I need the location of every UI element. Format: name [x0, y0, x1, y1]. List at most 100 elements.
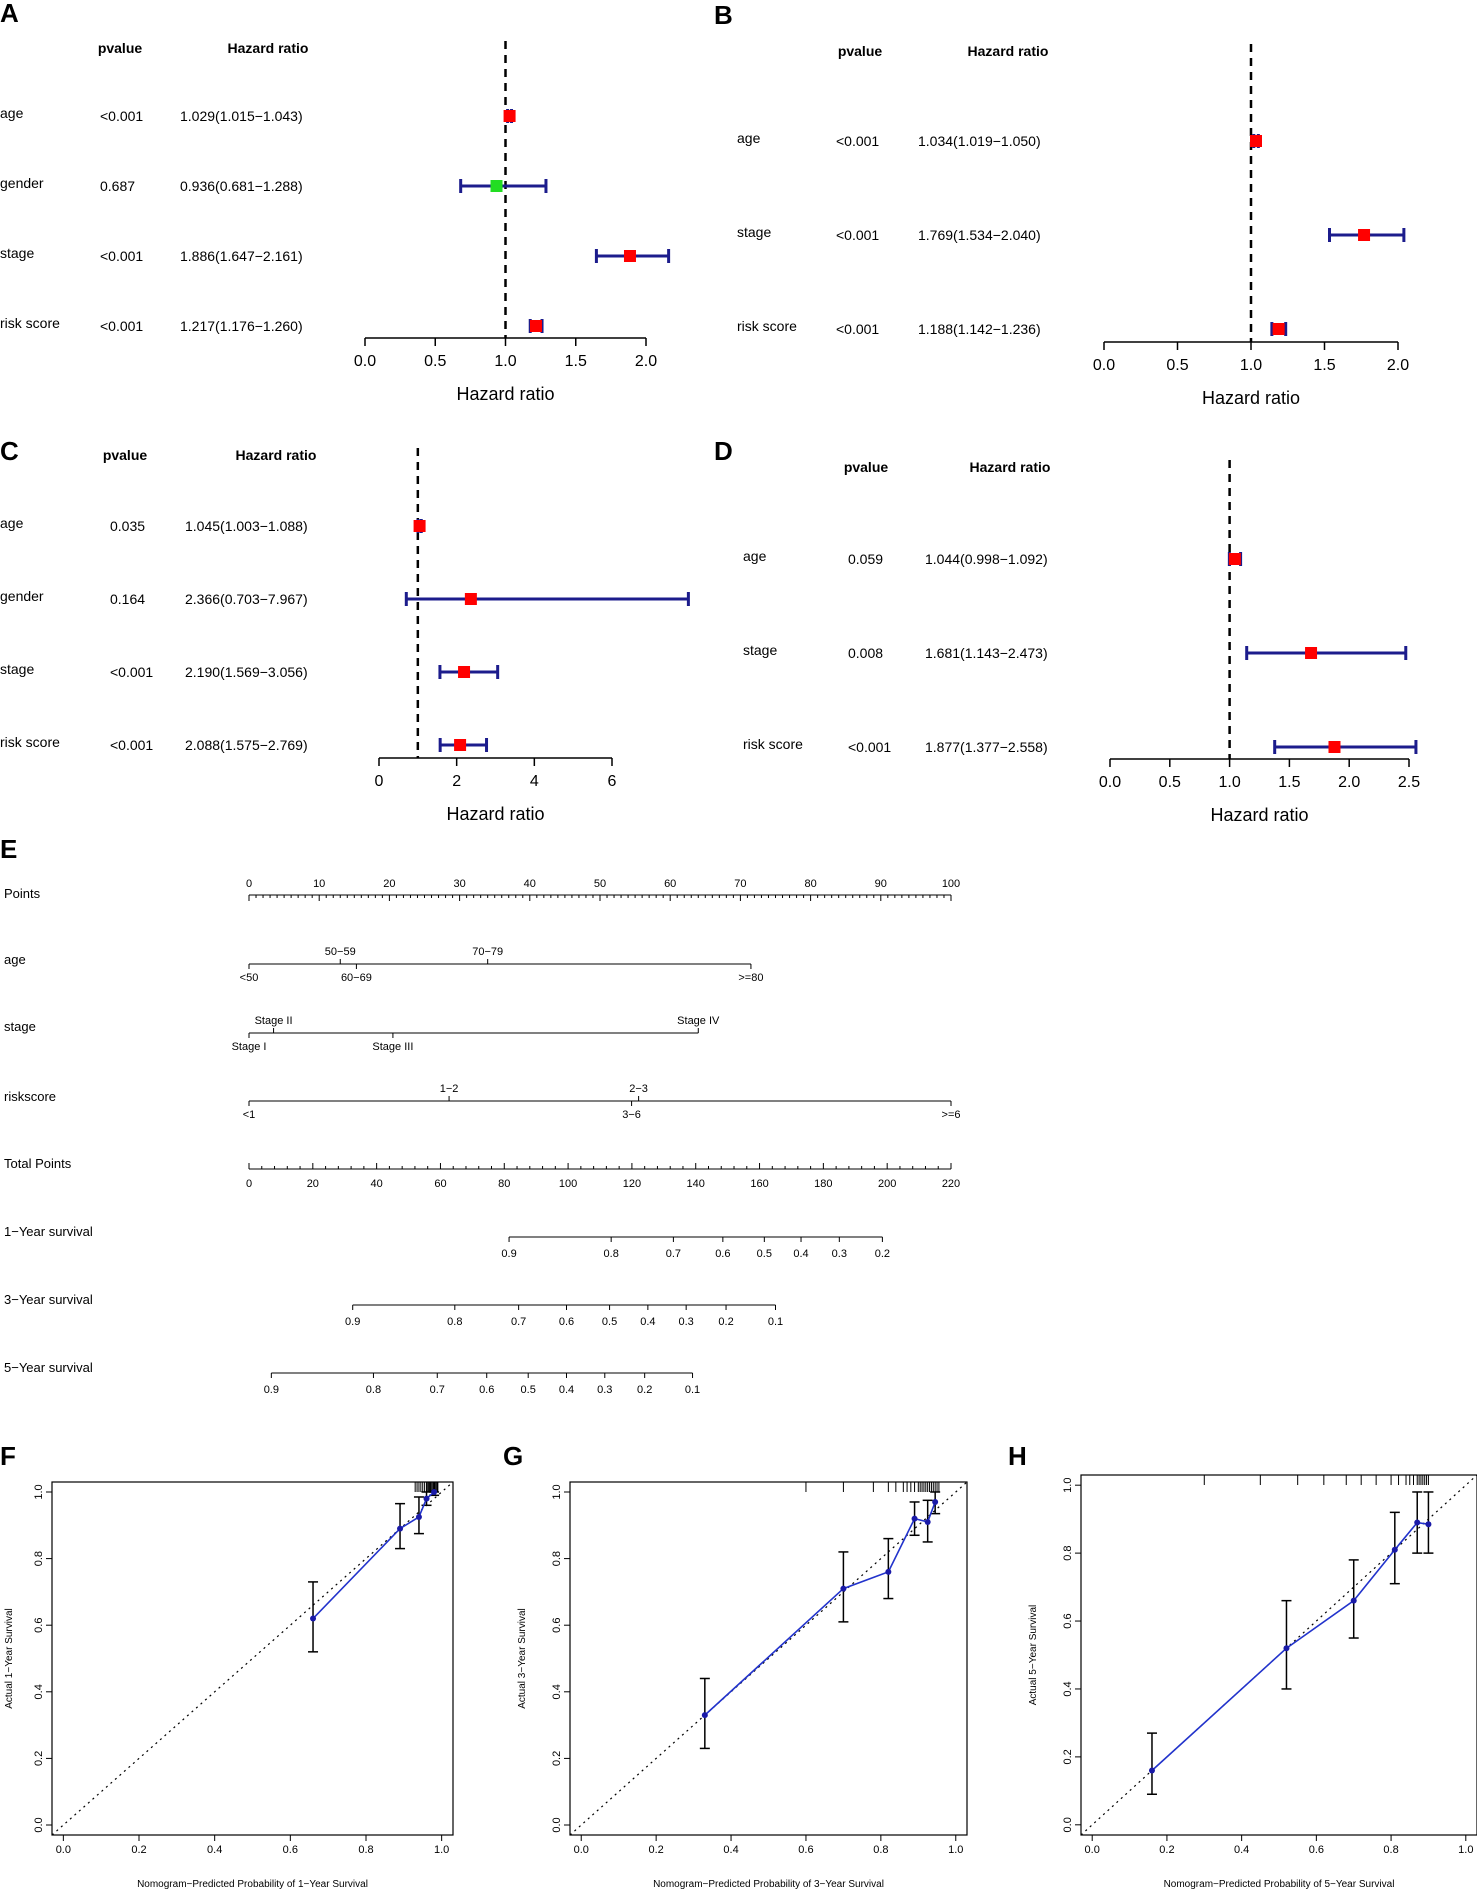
x-tick-label: 0.6 — [798, 1844, 813, 1856]
calibration-point — [1350, 1597, 1357, 1604]
forest-row: risk score <0.001 1.188(1.142−1.236) — [737, 318, 1288, 337]
hazard-ratio-text: 2.366(0.703−7.967) — [185, 591, 308, 607]
x-tick-label: 0.5 — [1166, 357, 1188, 374]
x-tick-label: 2.5 — [1398, 774, 1420, 791]
x-tick-label: 0.4 — [723, 1844, 738, 1856]
y-tick-label: 0.8 — [1062, 1545, 1074, 1560]
forest-row: gender 0.164 2.366(0.703−7.967) — [0, 588, 690, 607]
pvalue-text: 0.008 — [848, 645, 883, 661]
pvalue-text: <0.001 — [110, 664, 153, 680]
variable-level-label: <1 — [243, 1109, 256, 1121]
x-tick-label: 6 — [608, 773, 617, 790]
hazard-ratio-text: 1.188(1.142−1.236) — [918, 321, 1041, 337]
x-tick-label: 0.0 — [574, 1844, 589, 1856]
y-tick-label: 0.0 — [551, 1817, 563, 1832]
scale-tick-label: 200 — [878, 1178, 896, 1190]
hazard-ratio-text: 1.886(1.647−2.161) — [180, 248, 303, 264]
y-tick-label: 0.4 — [1062, 1681, 1074, 1696]
hazard-ratio-point — [1305, 647, 1318, 659]
nomogram-row: age <50 50−59 60−69 70−79 >=80 — [4, 946, 763, 984]
hazard-ratio-point — [503, 110, 516, 122]
pvalue-text: <0.001 — [100, 108, 143, 124]
pvalue-header: pvalue — [844, 459, 889, 475]
variable-label: risk score — [737, 318, 797, 334]
y-tick-label: 0.6 — [33, 1618, 45, 1633]
calibration-line — [312, 1491, 435, 1620]
y-axis-label: Actual 3−Year Survival — [517, 1608, 528, 1709]
probability-tick-label: 0.6 — [559, 1316, 574, 1328]
variable-level-label: >=6 — [942, 1109, 961, 1121]
nomogram-row: Points 0 10 20 30 40 50 60 70 80 90 100 — [4, 878, 960, 901]
variable-label: risk score — [0, 315, 60, 331]
x-tick-label: 2 — [452, 773, 461, 790]
forest-row: risk score <0.001 1.217(1.176−1.260) — [0, 315, 544, 334]
y-tick-label: 0.2 — [33, 1751, 45, 1766]
x-tick-label: 0.0 — [1085, 1844, 1100, 1856]
scale-tick-label: 120 — [623, 1178, 641, 1190]
ideal-diagonal — [51, 1481, 454, 1836]
forest-row: stage <0.001 2.190(1.569−3.056) — [0, 661, 500, 680]
forest-row: gender 0.687 0.936(0.681−1.288) — [0, 175, 548, 194]
x-tick-label: 0 — [375, 773, 384, 790]
variable-label: stage — [737, 224, 771, 240]
pvalue-header: pvalue — [838, 43, 883, 59]
calibration-plot-g: G 0.0 0.2 0.4 0.6 0.8 1.0 0.0 0.2 0.4 0.6 0.8 1.0 Nom… — [503, 1441, 968, 1890]
panel-letter: G — [503, 1441, 523, 1471]
x-tick-label: 0.4 — [207, 1844, 222, 1856]
calibration-line — [1151, 1521, 1429, 1772]
variable-level-label: 70−79 — [472, 946, 503, 958]
nomogram-row-label: age — [4, 952, 26, 967]
hazard-ratio-text: 1.681(1.143−2.473) — [925, 645, 1048, 661]
x-tick-label: 0.5 — [1159, 774, 1181, 791]
nomogram-row: 3−Year survival 0.9 0.8 0.7 0.6 0.5 0.4 0.3 0.2 0… — [4, 1292, 783, 1328]
variable-level-label: Stage II — [255, 1015, 293, 1027]
x-tick-label: 1.0 — [494, 353, 516, 370]
probability-tick-label: 0.7 — [666, 1248, 681, 1260]
scale-tick-label: 30 — [453, 878, 465, 890]
calibration-point — [932, 1498, 939, 1505]
y-tick-label: 0.4 — [33, 1684, 45, 1699]
x-tick-label: 0.6 — [1309, 1844, 1324, 1856]
hazard-ratio-point — [1328, 741, 1341, 753]
hazard-ratio-point — [490, 180, 503, 192]
probability-tick-label: 0.1 — [768, 1316, 783, 1328]
panel-letter: F — [0, 1441, 16, 1471]
scale-tick-label: 70 — [734, 878, 746, 890]
hazard-ratio-point — [529, 320, 542, 332]
hazard-ratio-point — [1228, 553, 1241, 565]
x-tick-label: 0.8 — [873, 1844, 888, 1856]
scale-tick-label: 40 — [524, 878, 536, 890]
hazard-ratio-point — [454, 739, 467, 751]
hazard-ratio-text: 1.044(0.998−1.092) — [925, 551, 1048, 567]
nomogram-row: 5−Year survival 0.9 0.8 0.7 0.6 0.5 0.4 0.3 0.2 0… — [4, 1360, 700, 1396]
probability-tick-label: 0.3 — [597, 1384, 612, 1396]
nomogram-row: riskscore <1 1−2 2−3 3−6 >=6 — [4, 1083, 960, 1121]
calibration-point — [423, 1495, 430, 1502]
forest-row: risk score <0.001 2.088(1.575−2.769) — [0, 734, 489, 753]
plot-frame — [1080, 1474, 1477, 1836]
calibration-plot-h: H 0.0 0.2 0.4 0.6 0.8 1.0 0.0 0.2 0.4 0.6 0.8 1.0 Nom… — [1008, 1441, 1477, 1890]
scale-tick-label: 160 — [750, 1178, 768, 1190]
scale-tick-label: 60 — [664, 878, 676, 890]
x-tick-label: 1.0 — [948, 1844, 963, 1856]
ideal-diagonal — [1080, 1474, 1477, 1836]
variable-label: risk score — [743, 736, 803, 752]
y-tick-label: 1.0 — [33, 1484, 45, 1499]
x-tick-label: 1.0 — [1218, 774, 1240, 791]
hazard-ratio-point — [1358, 229, 1371, 241]
scale-tick-label: 20 — [307, 1178, 319, 1190]
hazard-ratio-header: Hazard ratio — [236, 447, 317, 463]
variable-level-label: 3−6 — [622, 1109, 641, 1121]
probability-tick-label: 0.4 — [640, 1316, 655, 1328]
x-tick-label: 0.2 — [1159, 1844, 1174, 1856]
probability-tick-label: 0.4 — [793, 1248, 808, 1260]
y-tick-label: 1.0 — [1062, 1478, 1074, 1493]
y-tick-label: 0.2 — [1062, 1749, 1074, 1764]
probability-tick-label: 0.3 — [832, 1248, 847, 1260]
variable-label: age — [737, 130, 761, 146]
forest-row: stage <0.001 1.886(1.647−2.161) — [0, 245, 671, 264]
scale-tick-label: 0 — [246, 878, 252, 890]
pvalue-text: <0.001 — [848, 739, 891, 755]
forest-row: age 0.035 1.045(1.003−1.088) — [0, 515, 426, 534]
